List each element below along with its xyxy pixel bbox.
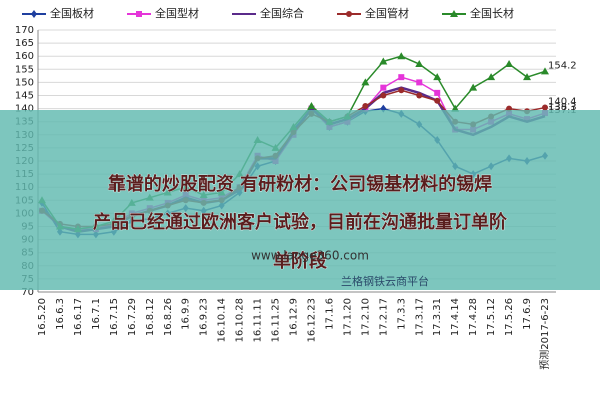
x-tick-label: 预测2017-6-23 [538, 298, 551, 370]
x-tick-label: 17.6.9 [522, 298, 533, 330]
value-label: 154.2 [548, 60, 577, 71]
x-tick-label: 16.12.9 [289, 298, 300, 336]
y-tick-label: 160 [15, 51, 34, 62]
marker [450, 10, 458, 17]
marker [362, 102, 369, 109]
x-tick-label: 16.7.1 [91, 298, 102, 330]
y-tick-label: 140 [15, 104, 34, 115]
y-tick-label: 70 [21, 287, 34, 298]
marker [416, 79, 423, 86]
value-label: 138.3 [548, 102, 577, 113]
brand: 兰格钢铁云商平台 [341, 274, 429, 288]
marker [346, 11, 352, 17]
marker [398, 74, 405, 81]
x-tick-label: 17.1.20 [342, 298, 353, 336]
x-tick-label: 16.7.29 [127, 298, 138, 336]
marker [380, 84, 387, 91]
x-tick-label: 16.10.14 [217, 298, 228, 343]
x-tick-label: 17.5.26 [504, 298, 515, 336]
x-tick-label: 16.9.9 [181, 298, 192, 330]
x-tick-label: 17.2.10 [360, 298, 371, 336]
marker [542, 104, 548, 111]
x-tick-label: 16.12.23 [306, 298, 317, 343]
marker [434, 89, 441, 96]
x-tick-label: 17.3.17 [414, 298, 425, 336]
x-tick-label: 16.11.11 [253, 298, 264, 343]
x-tick-label: 17.1.6 [324, 298, 335, 330]
x-tick-label: 16.6.3 [55, 298, 66, 330]
x-tick-label: 16.11.25 [271, 298, 282, 343]
x-tick-label: 16.9.23 [199, 298, 210, 336]
marker [469, 83, 478, 91]
legend-label: 全国管材 [365, 6, 409, 20]
x-tick-label: 16.8.26 [163, 298, 174, 336]
x-tick-label: 16.10.28 [235, 298, 246, 343]
marker [397, 52, 406, 60]
legend-label: 全国长材 [470, 6, 514, 20]
marker [136, 11, 142, 17]
x-tick-label: 16.7.15 [109, 298, 120, 336]
x-tick-label: 17.4.14 [450, 298, 461, 336]
legend-label: 全国型材 [155, 6, 199, 20]
marker [307, 101, 316, 109]
y-tick-label: 170 [15, 25, 34, 36]
marker [361, 78, 370, 86]
x-tick-label: 17.5.12 [486, 298, 497, 336]
legend-label: 全国综合 [260, 6, 304, 20]
marker [379, 57, 388, 65]
banner-text: 单阶段 [273, 250, 328, 272]
y-tick-label: 165 [15, 38, 34, 49]
marker [541, 67, 549, 75]
banner-text: 靠谱的炒股配资 有研粉材：公司锡基材料的锡焊 [108, 173, 492, 195]
marker [380, 92, 387, 99]
x-tick-label: 17.3.3 [396, 298, 407, 330]
marker [487, 73, 496, 81]
marker [505, 60, 514, 68]
banner-text: 产品已经通过欧洲客户试验，目前在沟通批量订单阶 [93, 211, 508, 233]
y-tick-label: 145 [15, 91, 34, 102]
marker [433, 73, 442, 81]
marker [31, 10, 37, 18]
marker [451, 104, 460, 112]
marker [398, 87, 405, 94]
value-label: 140.4 [548, 97, 577, 108]
watermark: www.lange360.com [251, 249, 369, 263]
marker [415, 60, 424, 68]
y-tick-label: 150 [15, 77, 34, 88]
legend-label: 全国板材 [50, 6, 94, 20]
y-tick-label: 155 [15, 64, 34, 75]
banner-overlay [0, 110, 600, 290]
marker [523, 73, 532, 81]
x-tick-label: 17.3.31 [432, 298, 443, 336]
x-tick-label: 17.4.28 [468, 298, 479, 336]
marker [434, 97, 441, 104]
marker [416, 92, 423, 99]
x-tick-label: 17.2.17 [378, 298, 389, 336]
x-tick-label: 16.5.20 [37, 298, 48, 336]
x-tick-label: 16.6.17 [73, 298, 84, 336]
x-tick-label: 16.8.12 [145, 298, 156, 336]
